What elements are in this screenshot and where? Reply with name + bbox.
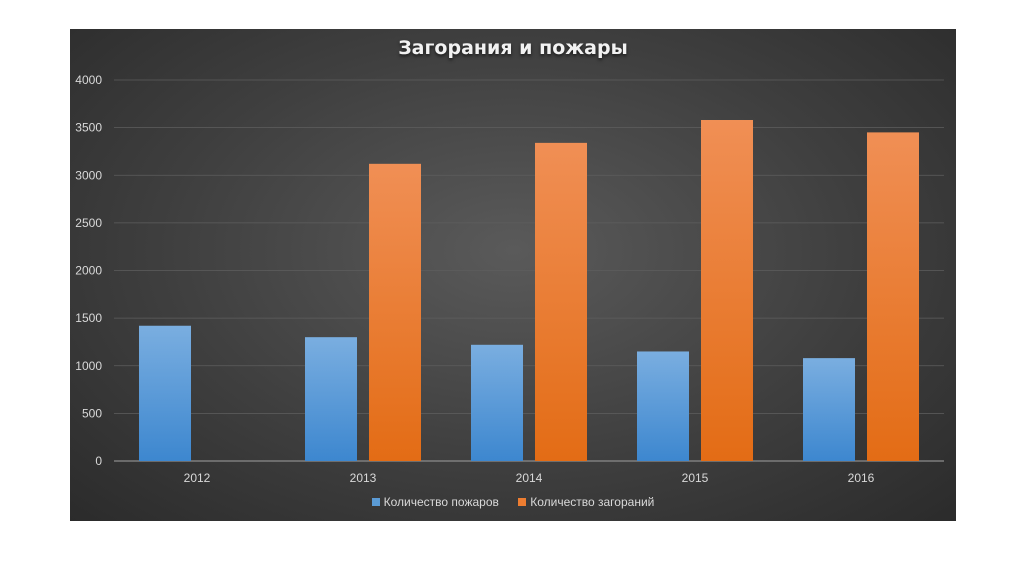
y-tick-label: 1000 bbox=[75, 359, 102, 373]
x-tick-label: 2015 bbox=[682, 471, 709, 485]
legend-label-ignitions: Количество загораний bbox=[530, 495, 655, 509]
bar-ignitions-2013 bbox=[369, 163, 421, 461]
x-tick-label: 2013 bbox=[350, 471, 377, 485]
y-axis-ticks: 0 500 1000 1500 2000 2500 3000 3500 4000 bbox=[75, 73, 102, 468]
y-tick-label: 500 bbox=[82, 406, 102, 420]
y-tick-label: 3500 bbox=[75, 121, 102, 135]
bar-fires-2013 bbox=[305, 337, 357, 461]
y-tick-label: 0 bbox=[95, 454, 102, 468]
bar-ignitions-2015 bbox=[701, 120, 753, 461]
y-tick-label: 1500 bbox=[75, 311, 102, 325]
bar-fires-2014 bbox=[471, 344, 523, 461]
bar-fires-2015 bbox=[637, 351, 689, 461]
legend-swatch-ignitions bbox=[518, 498, 527, 506]
legend-label-fires: Количество пожаров bbox=[383, 495, 499, 509]
legend-swatch-fires bbox=[371, 498, 380, 506]
y-tick-label: 4000 bbox=[75, 73, 102, 87]
legend-item-fires: Количество пожаров bbox=[371, 495, 499, 509]
y-tick-label: 2500 bbox=[75, 216, 102, 230]
y-tick-label: 3000 bbox=[75, 168, 102, 182]
bar-fires-2016 bbox=[803, 358, 855, 461]
chart-panel: Загорания и пожары 0 500 1000 1500 2000 2500 3… bbox=[70, 29, 956, 521]
legend: Количество пожаров Количество загораний bbox=[70, 495, 956, 509]
y-tick-label: 2000 bbox=[75, 264, 102, 278]
legend-item-ignitions: Количество загораний bbox=[518, 495, 654, 509]
x-axis-ticks: 2012 2013 2014 2015 2016 bbox=[184, 471, 875, 485]
bar-ignitions-2014 bbox=[535, 142, 587, 461]
x-tick-label: 2016 bbox=[848, 471, 875, 485]
bar-fires-2012 bbox=[139, 325, 191, 461]
x-tick-label: 2014 bbox=[516, 471, 543, 485]
x-tick-label: 2012 bbox=[184, 471, 211, 485]
bar-ignitions-2016 bbox=[867, 132, 919, 461]
chart-title: Загорания и пожары bbox=[398, 37, 628, 59]
bars bbox=[139, 120, 919, 461]
